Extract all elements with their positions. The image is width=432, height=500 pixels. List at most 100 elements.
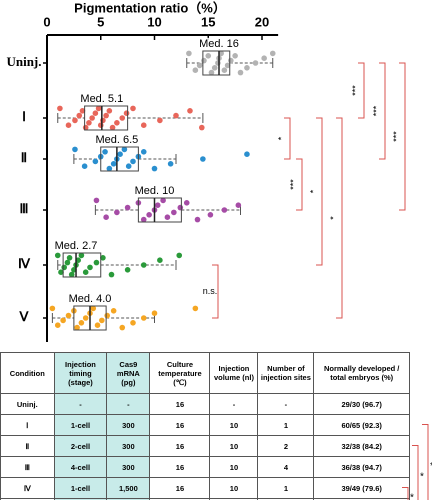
significance-bracket xyxy=(336,117,343,319)
data-point xyxy=(86,120,92,126)
data-point xyxy=(208,69,215,76)
box xyxy=(62,252,102,278)
data-point xyxy=(109,124,116,131)
data-point xyxy=(93,197,100,204)
data-point xyxy=(157,117,163,124)
x-tick-label: 0 xyxy=(43,14,50,29)
data-point xyxy=(108,271,115,278)
data-point xyxy=(130,105,136,112)
significance-bracket xyxy=(316,117,323,266)
category-label: Ⅱ xyxy=(21,150,27,165)
label-background xyxy=(133,184,176,197)
significance-label: * xyxy=(410,493,414,500)
x-tick-label: 10 xyxy=(147,14,161,29)
category-label: Ⅰ xyxy=(22,109,26,124)
data-point xyxy=(81,163,88,169)
data-point xyxy=(140,262,147,268)
label-background xyxy=(53,239,99,252)
significance-bracket xyxy=(402,487,409,500)
table: Condition Injection timing (stage) Cas9 mR… xyxy=(0,352,410,500)
data-point xyxy=(114,120,120,126)
data-point xyxy=(82,269,89,276)
data-point xyxy=(146,212,152,218)
data-point xyxy=(87,264,93,271)
data-point xyxy=(192,67,199,73)
data-point xyxy=(232,53,238,59)
chart: Pigmentation ratio（%） 0 5 10 15 20 Uninj. Med.… xyxy=(6,0,406,342)
data-point xyxy=(74,324,80,331)
data-point xyxy=(205,53,212,59)
data-point xyxy=(61,264,67,271)
table-cell: 10 xyxy=(209,498,259,500)
data-point xyxy=(123,110,130,116)
data-point xyxy=(187,108,193,114)
data-point xyxy=(194,216,201,223)
data-point xyxy=(97,122,104,128)
table-row: Ⅳ 1-cell 1,500 16 10 1 39/49 (79.6) xyxy=(0,477,410,499)
significance-label: *** xyxy=(371,105,381,116)
header-cell: Cas9 mRNA (pg) xyxy=(106,352,151,394)
table-row: Ⅱ 2-cell 300 16 10 2 32/38 (84.2) xyxy=(0,435,410,457)
data-point xyxy=(106,108,113,114)
significance-label: * xyxy=(430,461,432,472)
median-label: Med. 4.0 xyxy=(69,293,112,305)
data-point xyxy=(252,60,259,66)
data-point xyxy=(124,267,131,273)
significance-label: * xyxy=(328,216,338,220)
data-point xyxy=(200,156,206,162)
data-point xyxy=(54,252,61,259)
data-point xyxy=(140,315,147,321)
data-point xyxy=(228,57,234,64)
significance-label: *** xyxy=(288,179,298,190)
data-point xyxy=(68,271,75,278)
table-cell: 1-cell xyxy=(53,414,108,436)
box xyxy=(84,105,129,131)
label-background xyxy=(79,92,125,105)
box xyxy=(137,197,182,223)
data-point xyxy=(121,146,128,153)
data-point xyxy=(183,200,190,206)
category-label: Ⅴ xyxy=(19,309,30,324)
significance-label: n.s. xyxy=(203,286,218,296)
label-background xyxy=(94,133,140,146)
data-point xyxy=(99,317,105,324)
label-background xyxy=(67,292,113,305)
data-point xyxy=(221,67,228,73)
data-point xyxy=(176,252,183,259)
significance-bracket xyxy=(284,117,291,160)
data-point xyxy=(100,254,106,261)
data-point xyxy=(224,62,231,69)
data-point xyxy=(103,214,109,220)
significance-bracket xyxy=(379,62,386,160)
median-label: Med. 6.5 xyxy=(95,134,138,146)
box xyxy=(202,50,231,76)
data-point xyxy=(207,212,214,218)
category-label: Ⅳ xyxy=(18,256,31,271)
data-point xyxy=(78,252,85,259)
data-point xyxy=(89,115,95,121)
x-tick-label: 20 xyxy=(255,14,269,29)
data-point xyxy=(104,312,110,319)
data-point xyxy=(160,197,166,204)
label-background xyxy=(198,37,240,50)
data-point xyxy=(65,122,72,128)
table-cell: 3,000 xyxy=(106,498,151,500)
table-cell: 69/97 (71.1) xyxy=(313,498,410,500)
data-point xyxy=(177,204,184,211)
data-point xyxy=(124,204,131,211)
data-point xyxy=(114,209,120,216)
data-point xyxy=(78,320,85,326)
significance-bracket xyxy=(358,62,365,119)
table-cell: 16 xyxy=(149,498,211,500)
data-point xyxy=(125,163,132,169)
data-point xyxy=(140,149,147,155)
significance-bracket xyxy=(399,62,406,211)
data-point xyxy=(72,117,78,124)
significance-bracket xyxy=(412,445,419,500)
data-point xyxy=(57,105,63,112)
x-tick-label: 5 xyxy=(97,14,104,29)
data-point xyxy=(215,60,221,66)
data-point xyxy=(71,267,77,273)
